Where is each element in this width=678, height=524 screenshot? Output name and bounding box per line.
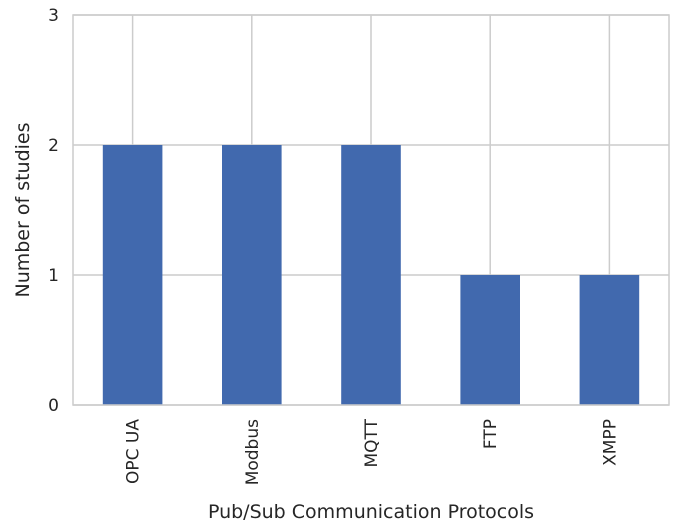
y-tick-label: 0 bbox=[48, 396, 59, 416]
x-tick-label: XMPP bbox=[600, 419, 620, 466]
bars bbox=[102, 145, 640, 405]
y-tick-label: 1 bbox=[48, 266, 59, 286]
bar-xmpp bbox=[579, 275, 640, 405]
y-tick-labels: 0 1 2 3 bbox=[48, 6, 59, 416]
x-axis-label: Pub/Sub Communication Protocols bbox=[208, 501, 534, 523]
x-tick-labels: OPC UA Modbus MQTT FTP XMPP bbox=[124, 418, 621, 485]
x-tick-label: MQTT bbox=[362, 418, 382, 467]
bar-ftp bbox=[460, 275, 520, 405]
y-tick-label: 2 bbox=[48, 136, 59, 156]
plot-frame bbox=[72, 14, 670, 406]
bar-opc-ua bbox=[102, 145, 163, 405]
x-tick-label: FTP bbox=[481, 419, 501, 449]
x-tick-label: OPC UA bbox=[124, 419, 144, 484]
y-axis-label: Number of studies bbox=[12, 122, 34, 297]
bar-modbus bbox=[222, 145, 282, 405]
y-tick-label: 3 bbox=[48, 6, 59, 26]
x-tick-label: Modbus bbox=[243, 419, 263, 485]
bar-mqtt bbox=[341, 145, 401, 405]
